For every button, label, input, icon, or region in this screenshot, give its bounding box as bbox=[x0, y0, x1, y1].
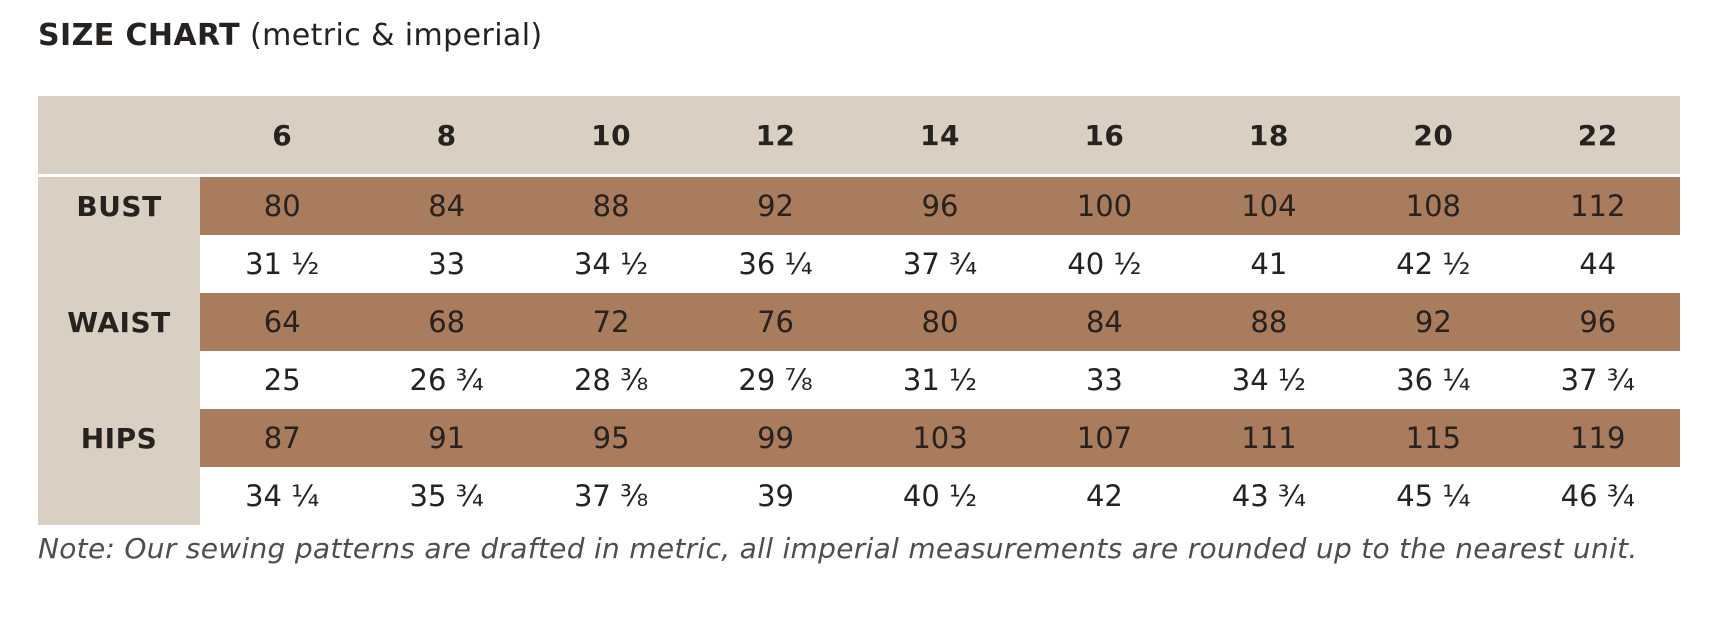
bust-imperial-cell-12: 36 ¼ bbox=[693, 235, 858, 293]
waist-metric-cell-20: 92 bbox=[1351, 293, 1516, 351]
size-header-10: 10 bbox=[591, 118, 632, 152]
hips-imperial-cell-12: 39 bbox=[693, 467, 858, 525]
waist-imperial-cell-18: 34 ½ bbox=[1186, 351, 1352, 409]
hips-imperial-cell-20: 45 ¼ bbox=[1351, 467, 1516, 525]
hips-metric-cell-20: 115 bbox=[1351, 409, 1516, 467]
size-header-14: 14 bbox=[920, 118, 960, 152]
waist-metric-cell-12: 76 bbox=[693, 293, 858, 351]
bust-imperial-cell-20: 42 ½ bbox=[1351, 235, 1516, 293]
size-header-16: 16 bbox=[1084, 118, 1125, 152]
bust-imperial-cell-8: 33 bbox=[364, 235, 529, 293]
waist-imperial-cell-8: 26 ¾ bbox=[364, 351, 529, 409]
waist-metric-cell-8: 68 bbox=[364, 293, 529, 351]
hips-metric-cell-12: 99 bbox=[693, 409, 858, 467]
row-label-spacer-hips bbox=[38, 467, 200, 525]
hips-metric-cell-22: 119 bbox=[1515, 409, 1680, 467]
waist-imperial-cell-10: 28 ⅜ bbox=[528, 351, 694, 409]
size-header-18: 18 bbox=[1248, 118, 1289, 152]
waist-imperial-cell-22: 37 ¾ bbox=[1515, 351, 1680, 409]
bust-metric-cell-16: 100 bbox=[1022, 177, 1187, 235]
bust-metric-cell-20: 108 bbox=[1351, 177, 1516, 235]
bust-imperial-cell-6: 31 ½ bbox=[200, 235, 365, 293]
bust-metric-cell-12: 92 bbox=[693, 177, 858, 235]
waist-imperial-cell-6: 25 bbox=[200, 351, 365, 409]
hips-imperial-cell-22: 46 ¾ bbox=[1515, 467, 1680, 525]
size-header-row: 6 8 10 12 14 16 18 20 22 bbox=[38, 96, 1680, 174]
header-corner-cell bbox=[38, 96, 200, 174]
bust-imperial-cell-10: 34 ½ bbox=[528, 235, 694, 293]
size-header-8: 8 bbox=[436, 118, 457, 152]
row-label-spacer-waist bbox=[38, 351, 200, 409]
hips-metric-cell-10: 95 bbox=[528, 409, 694, 467]
waist-metric-cell-16: 84 bbox=[1022, 293, 1187, 351]
waist-imperial-cell-14: 31 ½ bbox=[857, 351, 1023, 409]
row-label-spacer-bust bbox=[38, 235, 200, 293]
bust-metric-cell-6: 80 bbox=[200, 177, 365, 235]
bust-metric-cell-18: 104 bbox=[1186, 177, 1352, 235]
hips-metric-cell-18: 111 bbox=[1186, 409, 1352, 467]
hips-imperial-cell-18: 43 ¾ bbox=[1186, 467, 1352, 525]
waist-imperial-cell-20: 36 ¼ bbox=[1351, 351, 1516, 409]
size-chart-table: 6 8 10 12 14 16 18 20 22 BUST 80 84 88 92 96 100 104 108… bbox=[38, 96, 1680, 525]
size-header-20: 20 bbox=[1413, 118, 1454, 152]
bust-imperial-cell-18: 41 bbox=[1186, 235, 1352, 293]
hips-imperial-cell-10: 37 ⅜ bbox=[528, 467, 694, 525]
bust-metric-cell-22: 112 bbox=[1515, 177, 1680, 235]
bust-imperial-cell-16: 40 ½ bbox=[1022, 235, 1187, 293]
hips-imperial-cell-14: 40 ½ bbox=[857, 467, 1023, 525]
bust-imperial-cell-14: 37 ¾ bbox=[857, 235, 1023, 293]
waist-metric-cell-6: 64 bbox=[200, 293, 365, 351]
page-title-main: SIZE CHART bbox=[38, 18, 241, 53]
page-title: SIZE CHART (metric & imperial) bbox=[38, 18, 543, 53]
waist-imperial-cell-16: 33 bbox=[1022, 351, 1187, 409]
waist-metric-cell-10: 72 bbox=[528, 293, 694, 351]
bust-imperial-cell-22: 44 bbox=[1515, 235, 1680, 293]
waist-imperial-cell-12: 29 ⅞ bbox=[693, 351, 858, 409]
page-title-suffix: (metric & imperial) bbox=[250, 18, 543, 53]
bust-metric-cell-10: 88 bbox=[528, 177, 694, 235]
row-label-hips: HIPS bbox=[38, 409, 200, 467]
waist-metric-cell-18: 88 bbox=[1186, 293, 1352, 351]
footnote: Note: Our sewing patterns are drafted in… bbox=[38, 532, 1638, 565]
waist-metric-cell-14: 80 bbox=[857, 293, 1023, 351]
hips-metric-cell-14: 103 bbox=[857, 409, 1023, 467]
row-label-waist: WAIST bbox=[38, 293, 200, 351]
hips-metric-cell-16: 107 bbox=[1022, 409, 1187, 467]
hips-imperial-cell-6: 34 ¼ bbox=[200, 467, 365, 525]
size-chart-body: BUST 80 84 88 92 96 100 104 108 112 31 ½ 33 34 ½ 36 ¼… bbox=[38, 177, 1680, 525]
hips-metric-cell-6: 87 bbox=[200, 409, 365, 467]
size-header-22: 22 bbox=[1577, 118, 1618, 152]
size-header-12: 12 bbox=[755, 118, 796, 152]
bust-metric-cell-14: 96 bbox=[857, 177, 1023, 235]
waist-metric-cell-22: 96 bbox=[1515, 293, 1680, 351]
hips-imperial-cell-16: 42 bbox=[1022, 467, 1187, 525]
row-label-bust: BUST bbox=[38, 177, 200, 235]
size-header-6: 6 bbox=[272, 118, 293, 152]
hips-metric-cell-8: 91 bbox=[364, 409, 529, 467]
bust-metric-cell-8: 84 bbox=[364, 177, 529, 235]
hips-imperial-cell-8: 35 ¾ bbox=[364, 467, 529, 525]
